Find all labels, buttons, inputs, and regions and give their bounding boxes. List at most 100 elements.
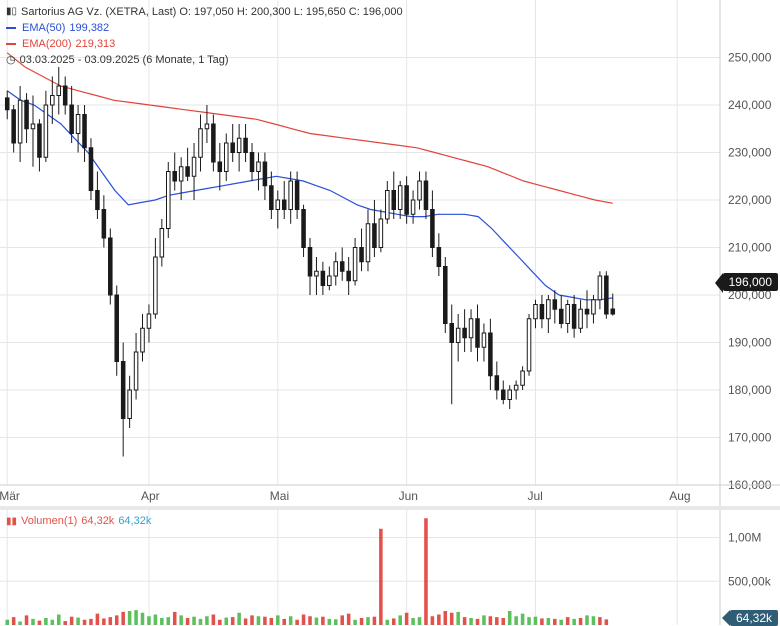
volume-bar bbox=[31, 618, 35, 625]
volume-bar bbox=[366, 617, 370, 625]
volume-bar bbox=[185, 618, 190, 625]
volume-bar bbox=[172, 611, 177, 625]
volume-bar bbox=[153, 614, 158, 625]
volume-bar bbox=[546, 618, 551, 625]
volume-bar bbox=[449, 612, 454, 625]
x-tick-label: Jun bbox=[399, 489, 418, 503]
candle-body bbox=[82, 114, 87, 149]
volume-bar bbox=[585, 615, 589, 625]
volume-bar bbox=[114, 615, 119, 625]
volume-bar bbox=[424, 518, 428, 625]
volume-bar bbox=[95, 613, 100, 625]
candle-body bbox=[475, 318, 480, 348]
volume-bar bbox=[527, 617, 531, 625]
candle-body bbox=[88, 147, 94, 191]
candle-body bbox=[95, 190, 100, 210]
volume-bar bbox=[456, 611, 460, 625]
candle-body bbox=[69, 104, 74, 134]
volume-bar bbox=[179, 615, 183, 625]
volume-bar bbox=[308, 616, 312, 625]
volume-bar bbox=[295, 619, 299, 625]
volume-value-2: 64,32k bbox=[118, 515, 152, 527]
ema50-line bbox=[6, 90, 613, 301]
ema200-value: 219,313 bbox=[75, 38, 116, 50]
x-tick-label: Jul bbox=[527, 489, 542, 503]
volume-bar bbox=[269, 618, 274, 625]
candle-body bbox=[166, 171, 171, 229]
y-tick-label: 190,000 bbox=[728, 336, 772, 350]
candle-body bbox=[391, 190, 397, 210]
volume-bar bbox=[572, 618, 576, 625]
candle-body bbox=[571, 304, 577, 329]
legend-ema200-row[interactable]: EMA(200) 219,313 bbox=[6, 36, 403, 52]
volume-bar bbox=[417, 617, 422, 625]
candle-body bbox=[217, 161, 223, 172]
ema200-swatch bbox=[6, 43, 16, 45]
candle-body bbox=[120, 361, 126, 419]
candle-body bbox=[462, 327, 467, 339]
x-tick-label: Apr bbox=[141, 489, 160, 503]
volume-bar bbox=[11, 617, 16, 625]
volume-bar bbox=[359, 618, 364, 625]
volume-bar bbox=[353, 619, 357, 625]
volume-bar bbox=[578, 618, 583, 625]
candle-body bbox=[127, 389, 132, 419]
volume-value-1: 64,32k bbox=[81, 515, 115, 527]
candle-body bbox=[236, 137, 242, 153]
volume-bar bbox=[205, 616, 209, 625]
candle-body bbox=[372, 223, 377, 248]
candle-body bbox=[513, 384, 519, 391]
volume-bar bbox=[89, 618, 93, 625]
candle-body bbox=[320, 270, 326, 286]
volume-bar bbox=[379, 528, 383, 625]
volume-bar bbox=[469, 618, 473, 625]
volume-bar bbox=[520, 613, 525, 625]
candle-body bbox=[533, 304, 538, 320]
volume-bar bbox=[333, 619, 338, 625]
candle-body bbox=[108, 237, 113, 296]
y-tick-label: 180,000 bbox=[728, 383, 772, 397]
volume-bar bbox=[321, 616, 325, 625]
y-tick-label: 220,000 bbox=[728, 193, 772, 207]
volume-bar bbox=[404, 612, 409, 625]
volume-legend[interactable]: ▮▮ Volumen(1) 64,32k 64,32k bbox=[6, 515, 151, 527]
volume-bar bbox=[140, 612, 145, 625]
candle-body bbox=[552, 299, 558, 310]
legend-period-row[interactable]: ◷ 03.03.2025 - 03.09.2025 (6 Monate, 1 T… bbox=[6, 52, 403, 68]
candle-body bbox=[256, 161, 261, 172]
volume-bar bbox=[134, 610, 138, 625]
volume-bar bbox=[346, 613, 351, 625]
candle-body bbox=[17, 99, 23, 144]
volume-bar bbox=[288, 616, 293, 625]
candle-body bbox=[494, 375, 500, 391]
last-price-tag: 196,000 bbox=[714, 273, 778, 293]
legend-title-row: ▮▯ Sartorius AG Vz. (XETRA, Last) O: 197… bbox=[6, 4, 403, 20]
volume-bar bbox=[192, 616, 196, 625]
legend-ema50-row[interactable]: EMA(50) 199,382 bbox=[6, 20, 403, 36]
candle-body bbox=[11, 109, 16, 144]
candle-body bbox=[558, 308, 564, 324]
candle-body bbox=[204, 123, 210, 130]
x-tick-label: Mär bbox=[0, 489, 20, 503]
y-tick-label: 210,000 bbox=[728, 241, 772, 255]
y-tick-label: 250,000 bbox=[728, 51, 772, 65]
candle-body bbox=[346, 270, 351, 282]
candle-body bbox=[443, 266, 448, 324]
volume-bar bbox=[56, 614, 61, 625]
volume-bar bbox=[224, 617, 229, 625]
candle-body bbox=[436, 247, 442, 267]
volume-bar bbox=[604, 619, 609, 625]
volume-bar bbox=[533, 616, 538, 625]
candle-body bbox=[75, 114, 81, 134]
candle-body bbox=[230, 142, 235, 153]
candle-body bbox=[114, 294, 120, 362]
volume-bar bbox=[301, 614, 306, 625]
volume-bar bbox=[430, 616, 435, 625]
candle-body bbox=[153, 256, 158, 315]
volume-bar bbox=[76, 617, 80, 625]
candle-body bbox=[4, 97, 10, 111]
volume-bar bbox=[166, 617, 171, 625]
volume-label: Volumen(1) bbox=[21, 515, 78, 527]
candle-body bbox=[249, 152, 255, 172]
